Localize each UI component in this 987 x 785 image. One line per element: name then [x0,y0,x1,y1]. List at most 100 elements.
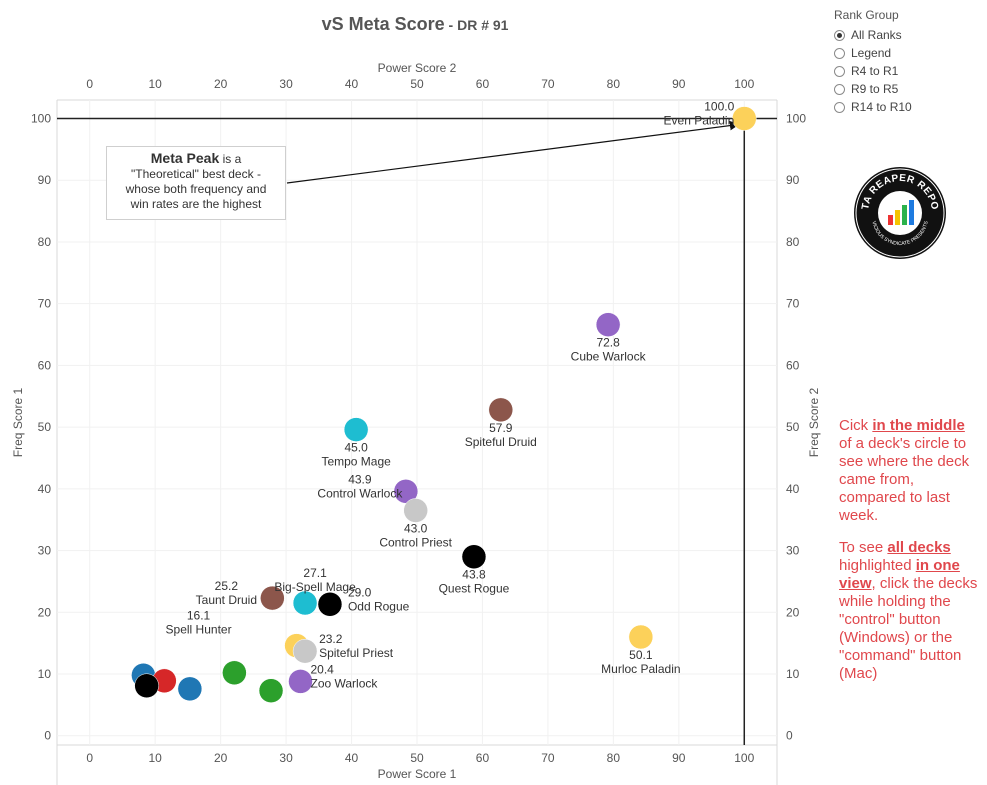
deck-name-label: Control Warlock [317,486,403,500]
deck-score-label: 20.4 [310,662,334,676]
deck-point [343,417,369,442]
note-emphasis: in one view [839,557,960,592]
x-tick-label-top: 60 [476,77,490,91]
rank-option-all-ranks[interactable]: All Ranks [834,26,912,44]
rank-option-legend[interactable]: Legend [834,44,912,62]
deck-score-label: 16.1 [187,609,211,623]
rank-option-label: Legend [851,46,892,60]
deck-name-label: Control Priest [379,535,452,549]
deck-score-label: 45.0 [344,441,368,455]
y-tick-label-left: 80 [38,235,52,249]
x-tick-label-top: 50 [410,77,424,91]
deck-point [628,624,654,650]
y-tick-label-right: 10 [786,667,800,681]
note-text: of a deck's circle to see where the deck… [839,435,970,524]
y-tick-label-right: 40 [786,482,800,496]
note-paragraph-1: Cick in the middle of a deck's circle to… [839,417,979,525]
deck-name-label: Spiteful Priest [319,646,394,660]
note-text: Cick [839,417,873,434]
rank-option-label: R14 to R10 [851,100,912,114]
y-axis-title-left: Freq Score 1 [11,387,25,457]
instruction-note: Cick in the middle of a deck's circle to… [839,417,979,697]
y-tick-label-left: 10 [38,667,52,681]
deck-name-label: Tempo Mage [321,455,391,469]
deck-name-label: Murloc Paladin [601,662,680,676]
deck-point [488,397,514,423]
callout-line2: "Theoretical" best deck - [131,167,261,181]
callout-line1: is a [219,152,242,166]
rank-group-filter: Rank Group All Ranks Legend R4 to R1 R9 … [834,8,912,116]
note-emphasis: in the middle [872,417,965,434]
title-main: vS Meta Score [321,14,445,34]
x-tick-label-top: 40 [345,77,359,91]
x-tick-label-bottom: 0 [86,751,93,765]
y-tick-label-left: 60 [38,358,52,372]
deck-point [317,592,343,617]
rank-group-label: Rank Group [834,8,899,22]
deck-point [461,544,487,569]
y-tick-label-left: 90 [38,173,52,187]
deck-name-label: Spiteful Druid [465,435,537,449]
scatter-chart: 0 0 10 10 20 20 30 30 40 40 50 50 60 60 70 70 80 80 90 90 10… [11,61,821,785]
radio-icon[interactable] [834,47,845,59]
x-tick-label-bottom: 60 [476,751,490,765]
deck-score-label: 72.8 [596,336,620,350]
deck-name-label: Odd Rogue [348,599,410,613]
y-axis-title-right: Freq Score 2 [807,387,821,457]
rank-option-r9-r5[interactable]: R9 to R5 [834,80,912,98]
y-tick-label-right: 100 [786,112,806,126]
title-subtitle: DR # 91 [457,17,509,33]
deck-name-label: Quest Rogue [439,582,510,596]
rank-option-r4-r1[interactable]: R4 to R1 [834,62,912,80]
note-text: highlighted [839,557,916,574]
y-tick-label-left: 30 [38,544,52,558]
deck-point [732,106,757,131]
data-reaper-logo: DATA REAPER REPORT VICIOUS SYNDICATE PRE… [852,165,946,259]
y-tick-label-left: 50 [38,420,52,434]
x-tick-label-bottom: 80 [607,751,621,765]
deck-score-label: 25.2 [215,579,239,593]
y-tick-label-right: 60 [786,358,800,372]
deck-name-label: Zoo Warlock [310,676,378,690]
callout-bold: Meta Peak [150,150,220,166]
x-tick-label-bottom: 70 [541,751,555,765]
deck-point [595,312,621,337]
deck-name-label: Cube Warlock [571,350,647,364]
x-tick-label-bottom: 30 [279,751,293,765]
deck-name-label: Big-Spell Mage [274,580,356,594]
callout-line4: win rates are the highest [130,197,262,211]
note-text: , click the decks while holding the "con… [839,575,978,682]
radio-icon[interactable] [834,29,845,41]
deck-point [292,638,318,664]
deck-score-label: 43.8 [462,568,486,582]
radio-icon[interactable] [834,101,845,113]
deck-score-label: 23.2 [319,632,343,646]
deck-point [260,585,285,611]
x-tick-label-bottom: 90 [672,751,686,765]
radio-icon[interactable] [834,83,845,95]
x-tick-label-bottom: 50 [410,751,424,765]
x-tick-label-top: 80 [607,77,621,91]
x-tick-label-top: 30 [279,77,293,91]
x-axis-title-bottom: Power Score 1 [378,767,457,781]
y-tick-label-left: 100 [31,112,51,126]
x-tick-label-top: 70 [541,77,555,91]
deck-score-label: 43.0 [404,521,428,535]
deck-point [222,660,247,686]
deck-point [177,676,203,702]
deck-name-label: Even Paladin [664,114,735,128]
rank-option-label: R4 to R1 [851,64,899,78]
deck-name-label: Taunt Druid [196,593,257,607]
deck-point [134,673,159,698]
x-axis-title-top: Power Score 2 [378,61,457,75]
deck-point [258,678,284,703]
radio-icon[interactable] [834,65,845,77]
meta-peak-callout: Meta Peak is a "Theoretical" best deck -… [106,146,286,220]
y-tick-label-left: 0 [44,729,51,743]
deck-score-label: 57.9 [489,421,513,435]
rank-option-r14-r10[interactable]: R14 to R10 [834,98,912,116]
deck-score-label: 100.0 [704,100,734,114]
deck-score-label: 43.9 [348,472,372,486]
y-tick-label-right: 70 [786,297,800,311]
y-tick-label-right: 20 [786,605,800,619]
